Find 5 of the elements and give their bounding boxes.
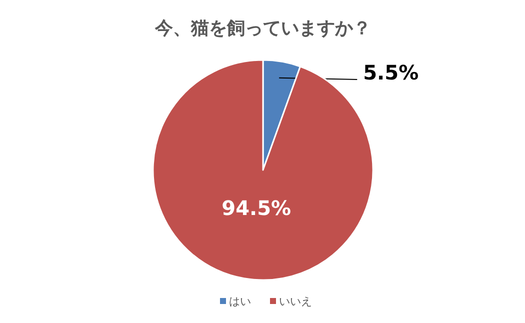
- data-label: 94.5%: [222, 196, 292, 220]
- legend-label: はい: [229, 295, 251, 308]
- legend-label: いいえ: [279, 295, 312, 308]
- data-label: 5.5%: [363, 60, 419, 84]
- chart-title: 今、猫を飼っていますか？: [154, 18, 371, 39]
